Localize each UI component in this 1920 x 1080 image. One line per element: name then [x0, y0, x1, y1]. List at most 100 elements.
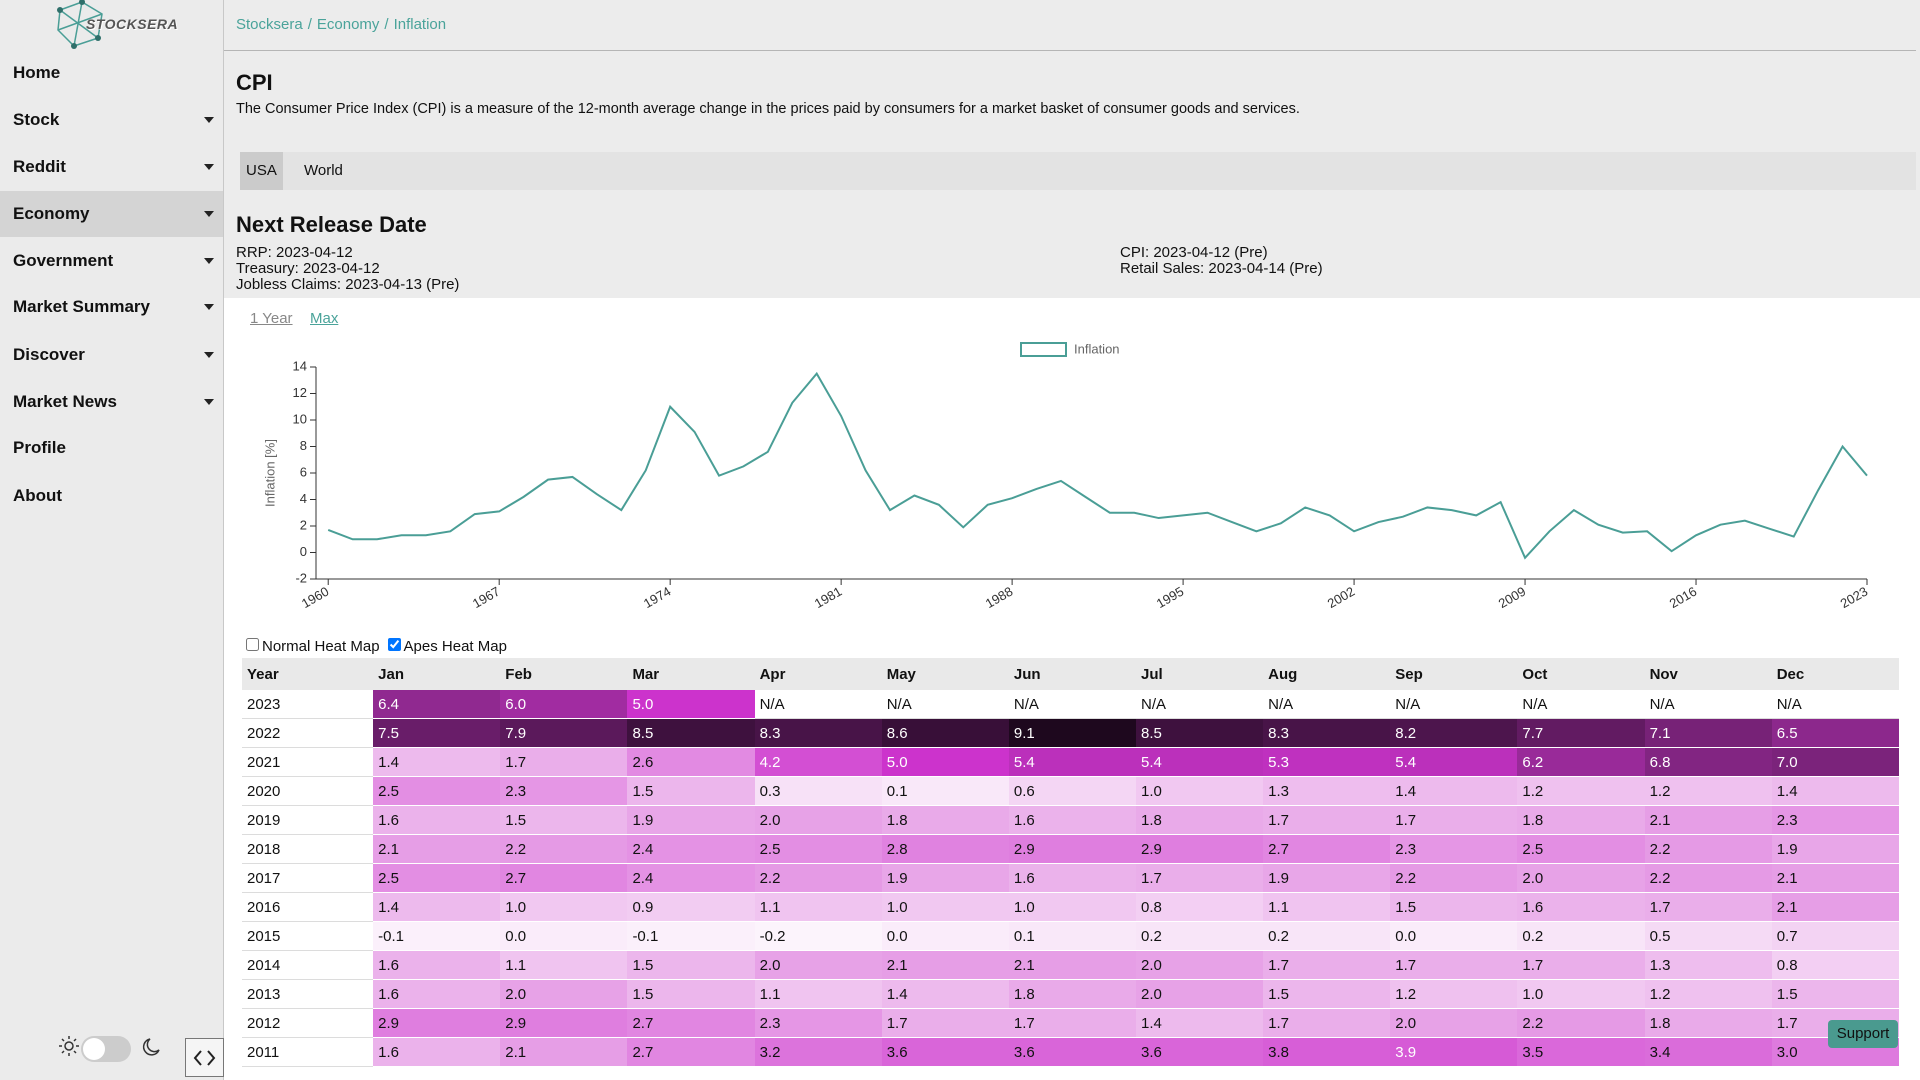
table-row: 2022 7.5 7.9 8.5 8.3 8.6 9.1 8.5 8.3 8.2 7.7 7.1 6.5 [242, 718, 1899, 748]
value-cell: 2.3 [754, 1008, 882, 1038]
y-tick-label: 10 [293, 411, 307, 426]
code-toggle-button[interactable] [185, 1038, 225, 1078]
dropdown-arrow [204, 211, 214, 217]
value-cell: 2.0 [1390, 1008, 1518, 1038]
year-cell: 2021 [242, 747, 374, 777]
value-cell: 2.7 [1263, 834, 1391, 864]
value-cell: 3.4 [1644, 1037, 1772, 1067]
value-cell: 2.7 [627, 1037, 755, 1067]
value-cell: 4.2 [754, 747, 882, 777]
arrow-shape [204, 117, 214, 123]
dropdown-arrow [204, 399, 214, 405]
column-header: Year [242, 658, 374, 690]
nav-item[interactable]: Market News [0, 379, 223, 425]
value-cell: 2.1 [1771, 892, 1899, 922]
nav-label: Market Summary [13, 297, 151, 316]
x-tick-label: 2016 [1667, 584, 1700, 611]
chart-area: 1 Year Max -2 0 2 4 6 8 10 12 14 1960 1967 1974 1981 1… [224, 298, 1920, 1080]
nav-item[interactable]: Market Summary [0, 284, 223, 330]
table-row: 2015 -0.1 0.0 -0.1 -0.2 0.0 0.1 0.2 0.2 0.0 0.2 0.5… [242, 921, 1899, 951]
value-cell: 0.8 [1136, 892, 1264, 922]
value-cell: 2.5 [1517, 834, 1645, 864]
heatmap-checkbox[interactable] [387, 638, 401, 651]
value-cell: 1.2 [1517, 776, 1645, 806]
heatmap-option[interactable]: Apes Heat Map [387, 638, 507, 655]
nav-item[interactable]: About [0, 473, 223, 519]
year-cell: 2018 [242, 834, 374, 864]
heatmap-checkbox[interactable] [246, 638, 259, 651]
nav-item[interactable]: Reddit [0, 144, 223, 190]
value-cell: 1.8 [1517, 805, 1645, 835]
year-cell: 2019 [242, 805, 374, 835]
value-cell: 0.1 [881, 776, 1009, 806]
table-row: 2012 2.9 2.9 2.7 2.3 1.7 1.7 1.4 1.7 2.0 2.2 1.8 1.7 [242, 1008, 1899, 1038]
range-button[interactable]: 1 Year [250, 310, 293, 327]
breadcrumb-link[interactable]: Stocksera [236, 16, 303, 33]
x-tick-label: 2023 [1838, 584, 1871, 611]
x-tick-label: 2009 [1496, 584, 1529, 611]
nav-item[interactable]: Home [0, 50, 223, 96]
year-cell: 2011 [242, 1037, 374, 1067]
tab[interactable]: World [304, 162, 343, 179]
value-cell: N/A [1771, 690, 1899, 719]
value-cell: 1.5 [1263, 979, 1391, 1009]
value-cell: 0.7 [1771, 921, 1899, 951]
theme-toggle[interactable] [58, 1032, 178, 1064]
main-header-area: Stocksera / Economy / Inflation CPI The Cons… [224, 0, 1920, 298]
value-cell: 1.7 [1644, 892, 1772, 922]
value-cell: N/A [881, 690, 1009, 719]
column-header: Jun [1008, 658, 1136, 690]
nav-item[interactable]: Profile [0, 425, 223, 471]
x-tick-label: 1967 [470, 584, 503, 611]
breadcrumb: Stocksera / Economy / Inflation [236, 16, 446, 34]
value-cell: 5.0 [881, 747, 1009, 777]
arrow-shape [204, 399, 214, 405]
value-cell: 1.6 [1008, 863, 1136, 893]
value-cell: 1.7 [1263, 1008, 1391, 1038]
value-cell: 1.1 [1263, 892, 1391, 922]
heatmap-option[interactable]: Normal Heat Map [246, 638, 380, 655]
value-cell: 2.9 [500, 1008, 628, 1038]
line-chart: -2 0 2 4 6 8 10 12 14 1960 1967 1974 1981 1988 1995 200… [262, 341, 1871, 611]
table-row: 2023 6.4 6.0 5.0 N/A N/A N/A N/A N/A N/A N/A N/A N/A [242, 690, 1899, 719]
support-button[interactable]: Support [1828, 1020, 1898, 1048]
release-item: CPI: 2023-04-12 (Pre) [1120, 244, 1268, 261]
nav-item[interactable]: Economy [0, 191, 223, 237]
breadcrumb-link[interactable]: Economy [316, 16, 380, 33]
value-cell: 1.6 [1008, 805, 1136, 835]
value-cell: 1.7 [500, 747, 628, 777]
heatmap-option-label: Normal Heat Map [262, 638, 380, 655]
value-cell: N/A [1390, 690, 1518, 719]
x-tick-label: 1981 [812, 584, 845, 611]
value-cell: 0.1 [1008, 921, 1136, 951]
tab[interactable]: USA [240, 152, 283, 190]
value-cell: 1.8 [1008, 979, 1136, 1009]
value-cell: 7.0 [1771, 747, 1899, 777]
nav-item[interactable]: Stock [0, 97, 223, 143]
arrow-shape [204, 258, 214, 264]
value-cell: 2.2 [500, 834, 628, 864]
table-row: 2013 1.6 2.0 1.5 1.1 1.4 1.8 2.0 1.5 1.2 1.0 1.2 1.5 [242, 979, 1899, 1009]
nav-item[interactable]: Discover [0, 332, 223, 378]
value-cell: 1.4 [1136, 1008, 1264, 1038]
column-header: Oct [1517, 658, 1645, 690]
value-cell: 1.7 [1517, 950, 1645, 980]
value-cell: 2.4 [627, 863, 755, 893]
value-cell: 1.6 [373, 950, 501, 980]
value-cell: 1.3 [1644, 950, 1772, 980]
value-cell: 5.4 [1390, 747, 1518, 777]
breadcrumb-link[interactable]: Inflation [393, 16, 447, 33]
breadcrumb-separator: / [307, 16, 312, 33]
table-row: 2020 2.5 2.3 1.5 0.3 0.1 0.6 1.0 1.3 1.4 1.2 1.2 1.4 [242, 776, 1899, 806]
y-tick-label: 4 [300, 491, 307, 506]
value-cell: 2.5 [754, 834, 882, 864]
value-cell: 2.1 [1771, 863, 1899, 893]
column-header: Aug [1263, 658, 1391, 690]
nav-item[interactable]: Government [0, 238, 223, 284]
value-cell: 1.0 [500, 892, 628, 922]
value-cell: 1.7 [1008, 1008, 1136, 1038]
range-button[interactable]: Max [310, 310, 339, 327]
data-line [327, 371, 1868, 560]
release-item: Retail Sales: 2023-04-14 (Pre) [1120, 260, 1323, 277]
y-tick-label: 0 [300, 544, 307, 559]
